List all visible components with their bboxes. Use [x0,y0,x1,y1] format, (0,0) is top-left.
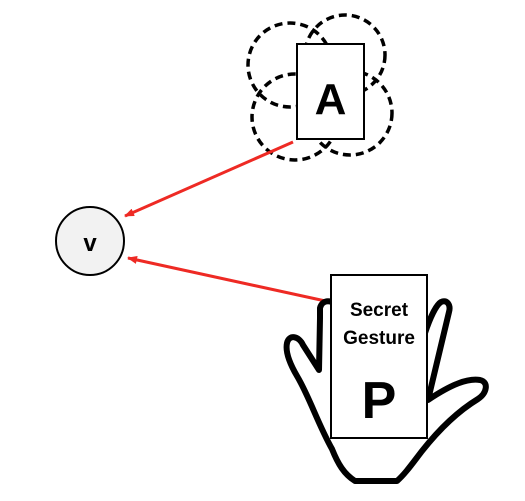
node-v: v [55,206,125,276]
card-p-label: P [362,372,397,430]
card-p-box [330,274,428,439]
node-v-circle [55,206,125,276]
card-a: A [296,43,365,140]
arrows [124,140,331,304]
card-p-caption-line1: Secret [350,300,409,321]
arrow-p-to-v [127,256,331,304]
card-p-caption-line2: Gesture [343,328,415,349]
card-a-label: A [315,75,347,124]
card-p: Secret Gesture P [330,274,428,439]
node-v-label: v [83,230,97,257]
arrow-a-to-v [124,140,294,218]
card-a-box [296,43,365,140]
dashed-circle-top-right [303,13,387,97]
